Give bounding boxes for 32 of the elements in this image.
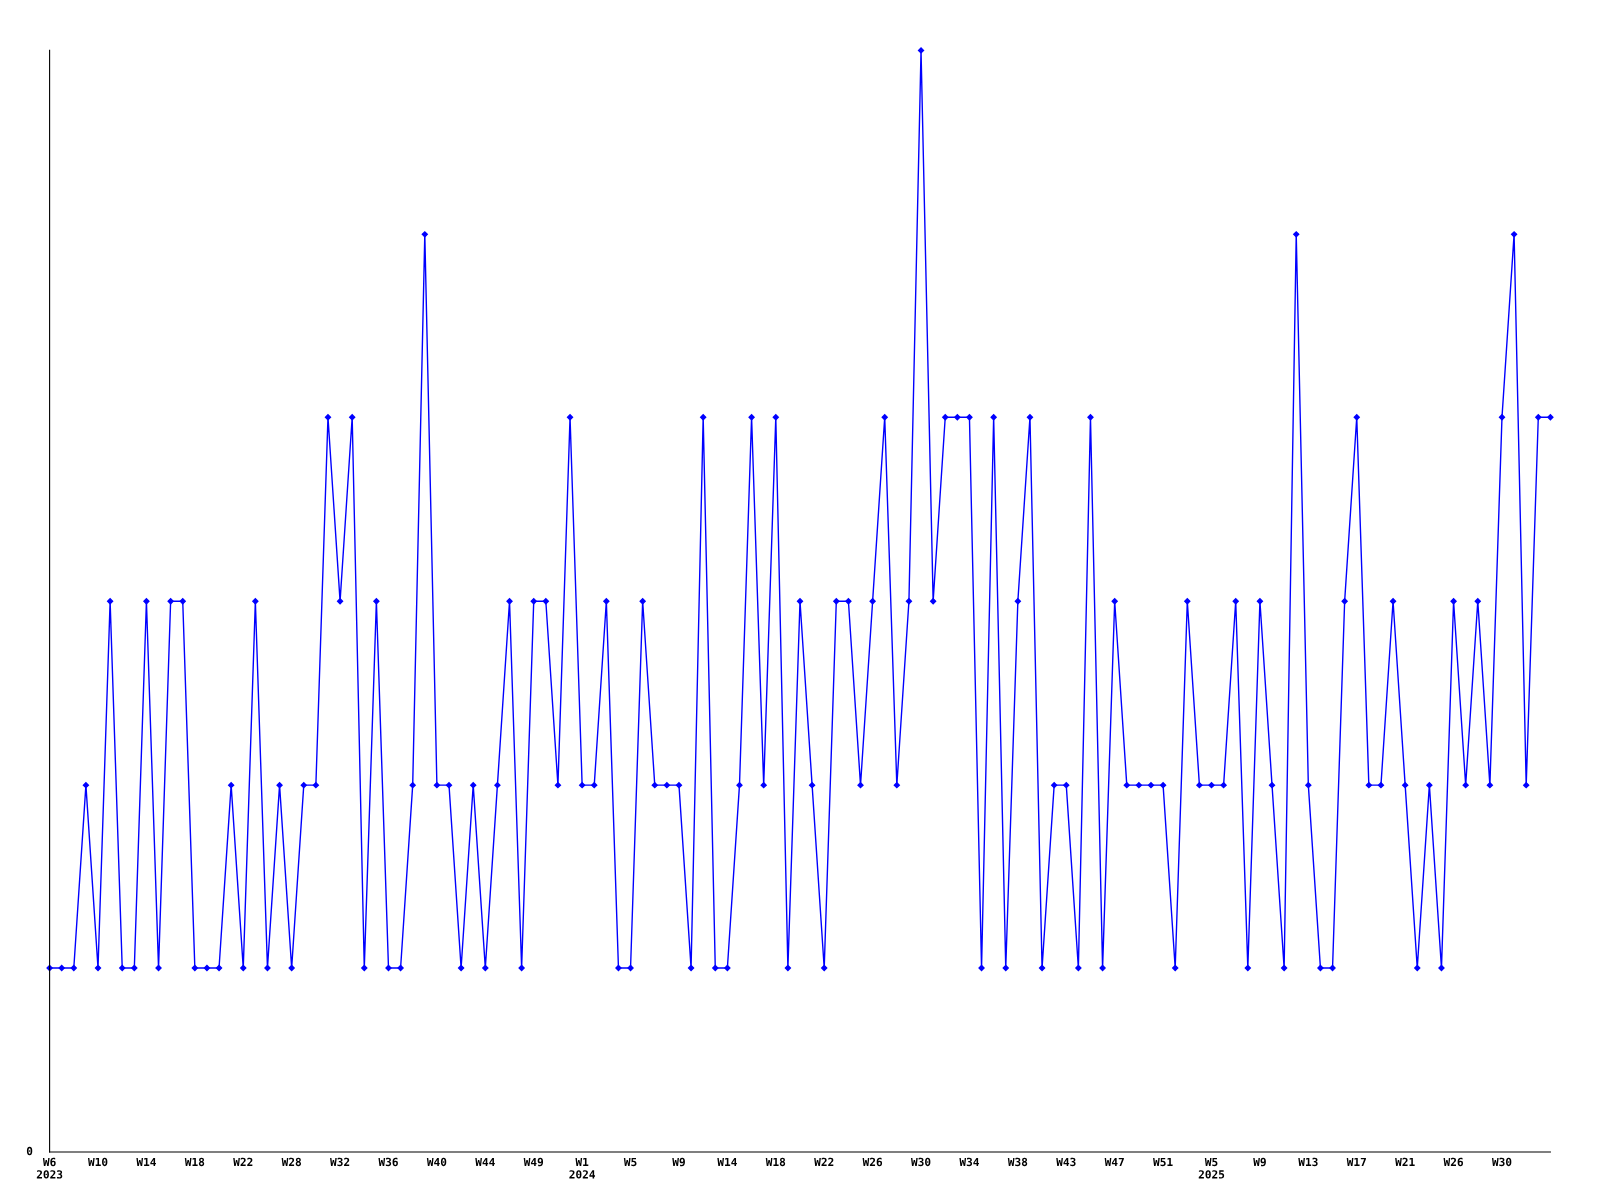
x-tick-label: W10 bbox=[87, 1157, 108, 1167]
x-tick-label: W9 bbox=[1253, 1157, 1266, 1167]
x-tick-label: W43 bbox=[1056, 1157, 1076, 1167]
x-tick-label: W26 bbox=[1443, 1157, 1464, 1167]
x-tick-label: W1 2024 bbox=[569, 1157, 596, 1179]
x-tick-label: W34 bbox=[959, 1157, 979, 1167]
x-tick-label: W30 bbox=[1491, 1157, 1512, 1167]
x-tick-label: W14 bbox=[136, 1157, 156, 1166]
x-tick-label: W44 bbox=[475, 1157, 495, 1166]
x-tick-label: W9 bbox=[672, 1157, 685, 1167]
x-tick-label: W30 bbox=[911, 1157, 931, 1167]
x-tick-label: W47 bbox=[1104, 1157, 1124, 1166]
x-tick-label: W5 bbox=[623, 1157, 637, 1167]
x-tick-label: W6 2023 bbox=[36, 1157, 63, 1179]
x-tick-label: W49 bbox=[523, 1157, 544, 1167]
x-tick-label: W51 bbox=[1153, 1157, 1173, 1167]
x-tick-label: W14 bbox=[717, 1157, 737, 1166]
x-tick-label: W18 bbox=[184, 1157, 205, 1167]
x-tick-label: W26 bbox=[862, 1157, 883, 1167]
x-tick-label: W21 bbox=[1395, 1157, 1415, 1166]
x-tick-label: W32 bbox=[330, 1157, 350, 1167]
x-tick-label: W36 bbox=[378, 1157, 398, 1167]
x-tick-label: W5 2025 bbox=[1198, 1157, 1225, 1179]
x-tick-label: W13 bbox=[1298, 1157, 1318, 1167]
x-tick-label: W28 bbox=[281, 1157, 301, 1167]
x-tick-label: W22 bbox=[814, 1157, 834, 1166]
x-tick-label: W18 bbox=[765, 1157, 786, 1167]
x-tick-label: W22 bbox=[233, 1157, 253, 1166]
x-tick-label: W40 bbox=[426, 1157, 447, 1167]
x-tick-label: W17 bbox=[1346, 1157, 1366, 1166]
text: 0 bbox=[26, 1146, 33, 1156]
x-tick-label: W38 bbox=[1007, 1157, 1028, 1167]
